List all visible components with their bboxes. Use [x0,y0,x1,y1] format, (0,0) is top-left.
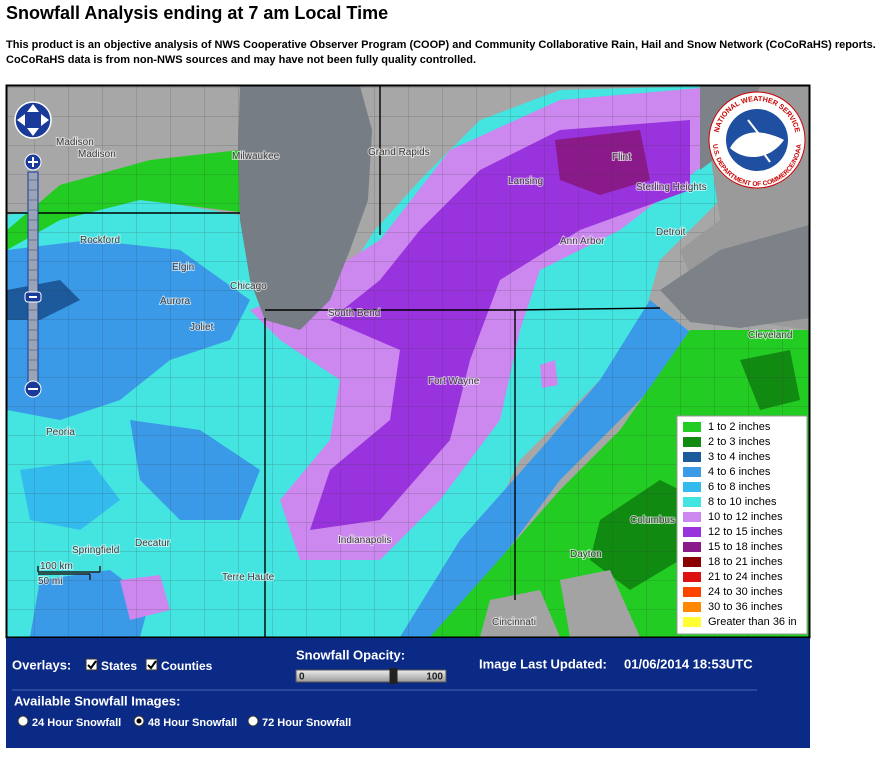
radio-label: 48 Hour Snowfall [148,717,237,729]
lake-erie [660,225,809,328]
city-label: Rockford [80,235,120,246]
legend-label: 8 to 10 inches [708,496,777,508]
page-title: Snowfall Analysis ending at 7 am Local T… [6,3,389,23]
legend-label: 24 to 30 inches [708,586,783,598]
checkbox-label: States [101,659,137,673]
legend-label: 6 to 8 inches [708,481,771,493]
city-label: Milwaukee [232,151,280,162]
legend-swatch [683,512,701,522]
scale-bar: 100 km 50 mi [37,560,101,588]
legend-swatch [683,572,701,582]
legend-swatch [683,542,701,552]
legend-label: 3 to 4 inches [708,451,771,463]
legend-label: 10 to 12 inches [708,511,783,523]
city-label: Cincinnati [492,617,536,628]
description: This product is an objective analysis of… [6,39,876,66]
city-label: Peoria [46,427,75,438]
updated-value: 01/06/2014 18:53UTC [624,656,753,671]
legend-swatch [683,452,701,462]
city-label: Decatur [135,538,171,549]
legend-swatch [683,557,701,567]
legend-swatch [683,617,701,627]
legend-label: 21 to 24 inches [708,571,783,583]
radio-button[interactable] [247,715,259,727]
city-label: Fort Wayne [428,376,480,387]
legend-swatch [683,467,701,477]
city-label: Elgin [172,262,194,273]
scale-mi: 50 mi [38,576,62,587]
nav-control[interactable] [14,101,52,398]
city-label: Terre Haute [222,572,275,583]
radio-dot [136,718,142,724]
legend-label: 30 to 36 inches [708,601,783,613]
lake-michigan [238,86,372,330]
city-label: Joliet [190,322,214,333]
city-label: Springfield [72,545,119,556]
legend-swatch [683,527,701,537]
city-label: South Bend [328,308,380,319]
updated-label: Image Last Updated: [479,656,607,671]
panel-background [6,638,810,748]
radio-label: 72 Hour Snowfall [262,717,351,729]
city-label: Detroit [656,227,686,238]
image-options: 24 Hour Snowfall 48 Hour Snowfall 72 Hour … [17,715,351,729]
city-labels: Madison Madison Milwaukee Grand Rapids L… [45,136,793,629]
opacity-max: 100 [426,672,443,683]
city-label: Dayton [570,549,602,560]
city-label: Lansing [508,176,543,187]
state-lines [7,86,661,637]
legend-label: 18 to 21 inches [708,556,783,568]
city-label: Sterling Heights [636,182,707,193]
county-lines [7,86,809,637]
opacity-min: 0 [299,672,305,683]
legend-swatch [683,587,701,597]
city-label: Madison [56,137,94,148]
legend-swatch [683,482,701,492]
nws-logo: NATIONAL WEATHER SERVICE U.S. DEPARTMENT… [708,91,806,189]
opacity-track[interactable] [295,669,447,683]
legend-label: 15 to 18 inches [708,541,783,553]
opacity-slider [389,668,398,684]
city-label: Ann Arbor [560,236,605,247]
checkbox[interactable] [145,658,158,671]
scale-km: 100 km [40,561,73,572]
city-label: Aurora [160,296,190,307]
checkmark [147,660,157,670]
city-label: Chicago [230,281,267,292]
map[interactable]: Madison Madison Milwaukee Grand Rapids L… [7,86,809,637]
city-label: Flint [612,152,631,163]
overlays-label: Overlays: [12,657,71,672]
city-label: Madison [78,149,116,160]
city-label: Indianapolis [338,535,391,546]
legend-swatch [683,437,701,447]
checkmark [87,660,97,670]
opacity-label: Snowfall Opacity: [296,647,405,662]
legend: 1 to 2 inches 2 to 3 inches 3 to 4 inches 4… [676,415,808,635]
opacity-handle[interactable] [389,668,398,684]
checkbox-label: Counties [161,659,213,673]
legend-label: 1 to 2 inches [708,421,771,433]
legend-label: 4 to 6 inches [708,466,771,478]
radio-button[interactable] [17,715,29,727]
legend-label: 12 to 15 inches [708,526,783,538]
images-label: Available Snowfall Images: [14,693,180,708]
control-panel: Overlays: States Counties Snowfall Opacit… [6,638,810,748]
city-label: Grand Rapids [368,147,430,158]
overlay-options: States Counties [85,658,213,673]
city-label: Columbus [630,515,675,526]
legend-label: 2 to 3 inches [708,436,771,448]
legend-swatch [683,497,701,507]
legend-swatch [683,422,701,432]
city-label: Cleveland [748,330,792,341]
map-border [5,84,811,639]
unmapped-area [480,570,640,637]
legend-swatch [683,602,701,612]
radio-label: 24 Hour Snowfall [32,717,121,729]
legend-label: Greater than 36 in [708,616,797,628]
checkbox[interactable] [85,658,98,671]
